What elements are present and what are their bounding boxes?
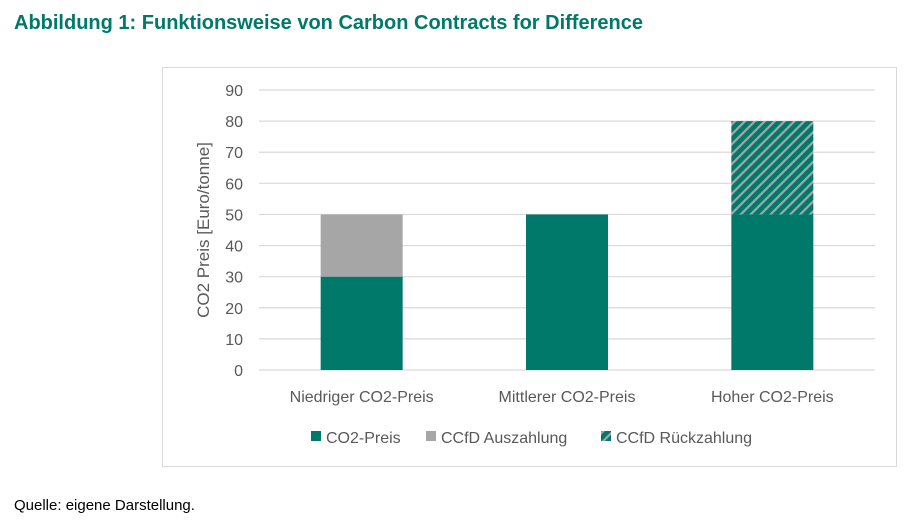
x-tick-label: Niedriger CO2-Preis	[290, 389, 434, 406]
y-tick-label: 60	[225, 176, 243, 193]
bar-segment	[526, 214, 608, 370]
y-tick-label: 70	[225, 145, 243, 162]
y-tick-label: 10	[225, 332, 243, 349]
legend-label: CCfD Auszahlung	[441, 430, 567, 447]
bar-chart: 0 10 20 30 40 50 60 70 80 90 CO2 Preis [Euro/tonne…	[194, 83, 875, 447]
figure-title: Abbildung 1: Funktionsweise von Carbon C…	[14, 12, 643, 34]
legend-swatch	[311, 431, 321, 441]
chart-frame: 0 10 20 30 40 50 60 70 80 90 CO2 Preis [Euro/tonne…	[162, 67, 897, 467]
x-tick-label: Mittlerer CO2-Preis	[499, 389, 636, 406]
y-tick-label: 30	[225, 270, 243, 287]
y-tick-label: 50	[225, 207, 243, 224]
y-tick-label: 20	[225, 301, 243, 318]
legend-label: CO2-Preis	[326, 430, 401, 447]
legend-swatch	[426, 431, 436, 441]
bar-segment	[320, 214, 403, 277]
y-tick-label: 90	[225, 83, 243, 100]
y-axis-label: CO2 Preis [Euro/tonne]	[194, 142, 213, 318]
legend-label: CCfD Rückzahlung	[616, 430, 752, 447]
legend-swatch	[601, 431, 611, 441]
bar-segment	[320, 276, 403, 370]
y-tick-label: 80	[225, 114, 243, 131]
bar-segment	[731, 214, 814, 370]
y-tick-label: 0	[234, 363, 243, 380]
bar-segment	[731, 121, 814, 215]
source-note: Quelle: eigene Darstellung.	[14, 497, 195, 514]
x-tick-label: Hoher CO2-Preis	[711, 389, 834, 406]
y-tick-label: 40	[225, 239, 243, 256]
